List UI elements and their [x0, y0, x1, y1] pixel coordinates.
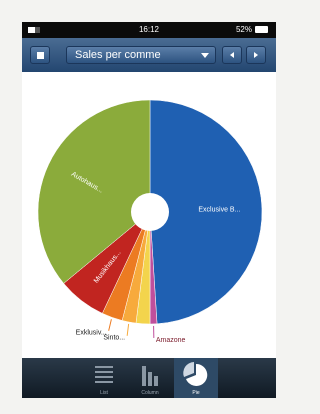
slice-label: Exklusiv... — [76, 330, 107, 337]
selector-text: Sales per comme — [75, 49, 161, 61]
list-tab[interactable]: List — [82, 358, 126, 398]
tab-label: Pie — [174, 390, 218, 396]
slice-label: Amazone — [156, 337, 186, 344]
toolbar: Sales per comme — [22, 38, 276, 72]
menu-button[interactable] — [30, 46, 50, 64]
phone-screen: 16:12 52% Sales per comme Exclusive B...… — [22, 22, 276, 398]
report-selector[interactable]: Sales per comme — [66, 46, 216, 64]
tab-label: List — [82, 390, 126, 396]
donut-hole — [131, 193, 169, 231]
pie-chart: Exclusive B...AmazoneSinto...Exklusiv...… — [22, 72, 276, 358]
battery-icon — [255, 26, 268, 33]
status-bar: 16:12 52% — [22, 22, 276, 38]
tab-bar: List Column Pie — [22, 358, 276, 398]
tab-label: Column — [128, 390, 172, 396]
battery-text: 52% — [236, 25, 252, 34]
pie-tab[interactable]: Pie — [174, 358, 218, 398]
slice-label: Exclusive B... — [198, 207, 240, 214]
pie-icon — [174, 358, 218, 390]
next-button[interactable] — [246, 46, 266, 64]
previous-button[interactable] — [222, 46, 242, 64]
column-tab[interactable]: Column — [128, 358, 172, 398]
leader-line — [109, 319, 112, 331]
leader-line — [127, 324, 128, 336]
page: {"status_bar": {"time": "16:12", "batter… — [0, 0, 288, 414]
